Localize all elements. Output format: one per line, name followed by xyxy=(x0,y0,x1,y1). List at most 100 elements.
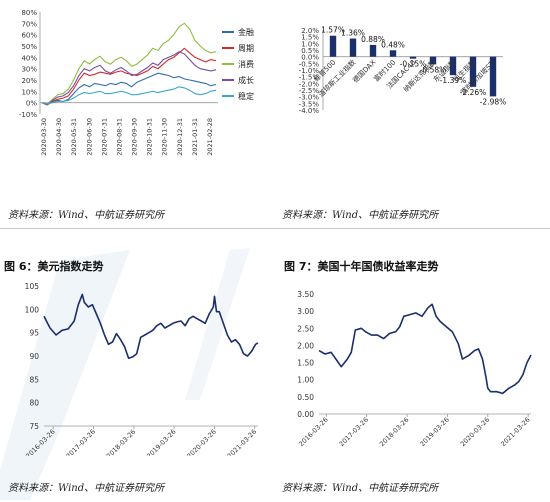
bar xyxy=(409,56,417,59)
y-tick-label: 40% xyxy=(21,54,37,62)
source-note-1: 资料来源：Wind、中航证券研究所 xyxy=(8,210,165,221)
divider-line xyxy=(0,228,550,229)
data-label: -1.39% xyxy=(440,76,467,85)
y-tick-label: 0.00 xyxy=(297,410,314,419)
y-tick-label: 1.00 xyxy=(297,376,314,385)
x-tick-label: 2020-03-26 xyxy=(186,428,218,456)
x-tick-label: 2020-08-31 xyxy=(115,118,123,156)
legend-label: 金融 xyxy=(238,27,254,37)
y-tick-label: 3.00 xyxy=(297,307,314,316)
y-tick-label: -4.0% xyxy=(299,107,320,115)
y-tick-label: -2.5% xyxy=(299,87,320,95)
bar xyxy=(389,50,397,57)
style-index-chart-panel: -10% 0% 10% 20% 30% 40% 50% 60% 70% 80% 2020-03-30… xyxy=(0,0,270,195)
y-tick-label: -1.0% xyxy=(299,67,320,75)
legend-label: 稳定 xyxy=(238,91,254,101)
data-label: 1.57% xyxy=(321,26,345,35)
x-tick-label: 2018-03-26 xyxy=(105,428,137,456)
style-index-line-chart: -10% 0% 10% 20% 30% 40% 50% 60% 70% 80% 2020-03-30… xyxy=(19,9,254,156)
bar xyxy=(469,56,477,87)
usd-index-line xyxy=(43,293,259,360)
legend-label: 成长 xyxy=(238,75,254,85)
bar xyxy=(349,38,357,57)
y-tick-label: -1.5% xyxy=(299,74,320,82)
us10y-yield-line xyxy=(318,303,532,395)
y-tick-label: 1.5% xyxy=(301,34,319,42)
x-tick-label: 2019-03-26 xyxy=(418,416,450,448)
data-label: 0.88% xyxy=(361,35,385,44)
series-line xyxy=(41,47,217,106)
usd-index-line-chart: 75 80 85 90 95 100 105 2016-03-26 2017-03-26 2018… xyxy=(24,282,259,460)
data-label: 0.48% xyxy=(381,40,405,49)
source-note-4: 资料来源：Wind、中航证券研究所 xyxy=(282,483,439,494)
series-line xyxy=(41,86,217,105)
data-label: -0.15% xyxy=(400,60,427,69)
x-tick-label: 2016-03-26 xyxy=(24,428,56,456)
y-tick-label: 70% xyxy=(21,20,37,28)
y-tick-label: 80% xyxy=(21,9,37,17)
y-tick-label: 105 xyxy=(25,282,40,291)
bar xyxy=(489,56,497,97)
y-tick-label: 95 xyxy=(29,329,39,338)
y-tick-label: 2.50 xyxy=(297,324,314,333)
y-tick-label: 75 xyxy=(29,422,39,431)
x-tick-label: 2017-03-26 xyxy=(338,416,370,448)
data-label: -0.58% xyxy=(420,65,447,74)
bar xyxy=(429,56,437,65)
y-tick-label: 0.5% xyxy=(301,47,319,55)
figure-7-caption: 图 7：美国十年国债收益率走势 xyxy=(284,260,439,273)
y-tick-label: 90 xyxy=(29,352,39,361)
y-tick-label: -2.0% xyxy=(299,80,320,88)
x-tick-label: 2020-09-30 xyxy=(131,118,139,156)
x-tick-label: 2020-03-26 xyxy=(459,416,491,448)
bar xyxy=(449,56,457,76)
x-tick-label: 2018-03-26 xyxy=(378,416,410,448)
bar xyxy=(329,35,337,57)
y-tick-label: -0.5% xyxy=(299,60,320,68)
y-tick-label: 10% xyxy=(21,88,37,96)
y-tick-label: 60% xyxy=(21,32,37,40)
y-tick-label: -3.0% xyxy=(299,94,320,102)
x-tick-label: 2021-02-28 xyxy=(206,118,214,156)
bar xyxy=(369,44,377,57)
legend-label: 周期 xyxy=(238,44,254,53)
y-tick-label: 0.0% xyxy=(301,54,319,62)
y-tick-label: 20% xyxy=(21,77,37,85)
x-tick-label: 2020-06-30 xyxy=(85,118,93,156)
y-tick-label: -10% xyxy=(19,111,37,119)
series-line xyxy=(41,72,217,105)
source-note-3: 资料来源：Wind、中航证券研究所 xyxy=(8,483,165,494)
x-tick-label: 2020-12-31 xyxy=(176,118,184,156)
y-tick-label: 2.0% xyxy=(301,27,319,35)
data-label: 1.36% xyxy=(341,29,365,38)
x-tick-label: 2021-01-31 xyxy=(191,118,199,156)
y-tick-label: 0.50 xyxy=(297,393,314,402)
y-tick-label: -3.5% xyxy=(299,100,320,108)
y-tick-label: 50% xyxy=(21,43,37,51)
legend-label: 消费 xyxy=(238,59,254,69)
y-tick-label: 1.0% xyxy=(301,40,319,48)
x-tick-label: 2020-03-30 xyxy=(40,118,48,156)
x-tick-label: 2017-03-26 xyxy=(65,428,97,456)
x-tick-label: 2021-03-26 xyxy=(499,416,531,448)
y-tick-label: 80 xyxy=(29,399,39,408)
global-index-chart-panel: 2.0% 1.5% 1.0% 0.5% 0.0% -0.5% -1.0% -1.5% -2.0%… xyxy=(275,0,550,195)
x-tick-label: 2020-04-30 xyxy=(55,118,63,156)
x-tick-label: 2019-03-26 xyxy=(145,428,177,456)
figure-6-caption: 图 6：美元指数走势 xyxy=(4,260,104,273)
global-index-bar-chart: 2.0%1.5%1.0%0.5%0.0%-0.5%-1.0%-1.5%-2.0%… xyxy=(299,26,507,115)
y-tick-label: 30% xyxy=(21,66,37,74)
us10y-line-chart: 0.00 0.50 1.00 1.50 2.00 2.50 3.00 3.50 2016-03-… xyxy=(297,290,532,448)
x-tick-label: 2020-05-31 xyxy=(70,118,78,156)
x-tick-label: 2020-11-30 xyxy=(161,118,169,156)
y-tick-label: 100 xyxy=(25,305,40,314)
usd-index-chart-panel: 75 80 85 90 95 100 105 2016-03-26 2017-03-26 2018… xyxy=(0,278,270,460)
x-tick-label: 2020-10-31 xyxy=(146,118,154,156)
y-tick-label: 2.00 xyxy=(297,341,314,350)
data-label: -2.98% xyxy=(480,97,507,106)
series-line xyxy=(41,51,217,106)
y-tick-label: 85 xyxy=(29,375,39,384)
x-tick-label: 2016-03-26 xyxy=(297,416,329,448)
x-tick-label: 2021-03-26 xyxy=(226,428,258,456)
data-label: -2.26% xyxy=(460,88,487,97)
